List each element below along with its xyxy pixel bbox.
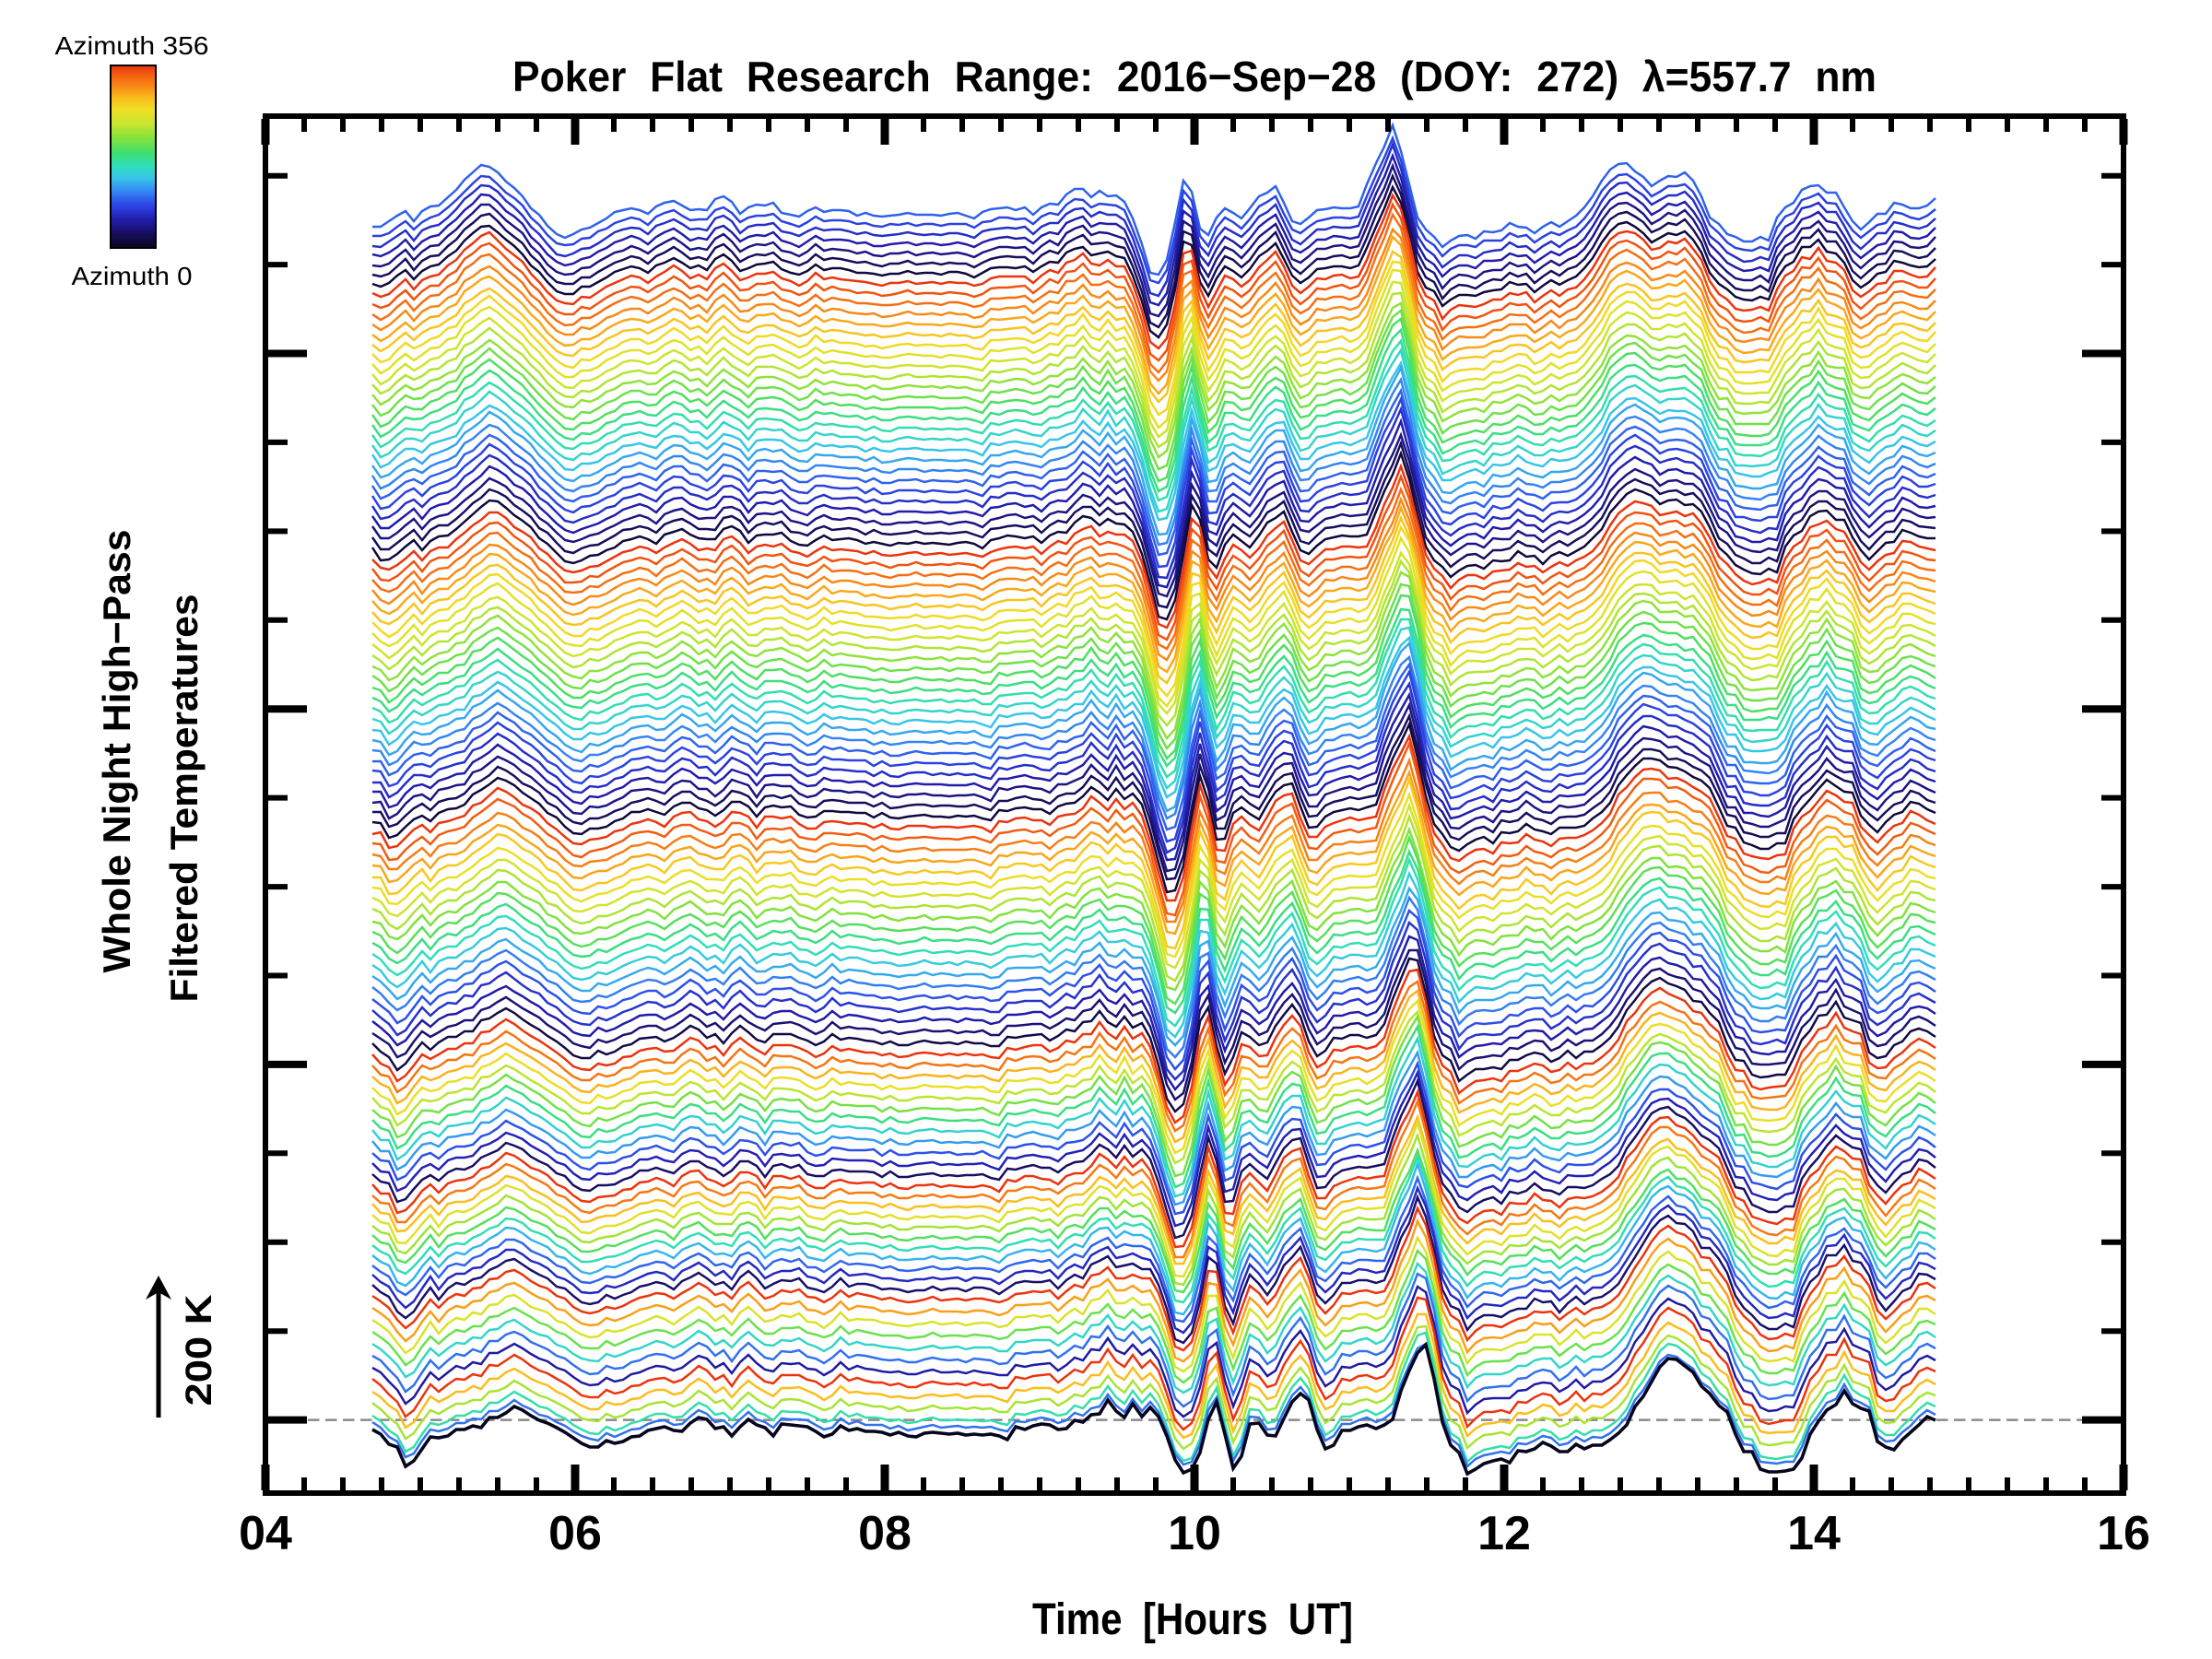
svg-text:04: 04	[239, 1507, 292, 1560]
svg-text:12: 12	[1477, 1507, 1531, 1560]
svg-text:Whole Night High−Pass: Whole Night High−Pass	[95, 530, 138, 973]
svg-text:06: 06	[548, 1507, 602, 1560]
svg-text:Filtered Temperatures: Filtered Temperatures	[162, 594, 206, 1003]
svg-text:Poker Flat Research Range: 201: Poker Flat Research Range: 2016−Sep−28 (…	[512, 53, 1877, 100]
svg-text:Azimuth 356: Azimuth 356	[55, 31, 209, 60]
svg-text:08: 08	[858, 1507, 912, 1560]
svg-text:14: 14	[1787, 1507, 1841, 1560]
svg-text:200 K: 200 K	[179, 1294, 219, 1406]
svg-text:Azimuth 0: Azimuth 0	[72, 262, 193, 290]
svg-text:10: 10	[1168, 1507, 1221, 1560]
svg-text:16: 16	[2097, 1507, 2150, 1560]
svg-text:Time [Hours UT]: Time [Hours UT]	[1032, 1595, 1353, 1644]
